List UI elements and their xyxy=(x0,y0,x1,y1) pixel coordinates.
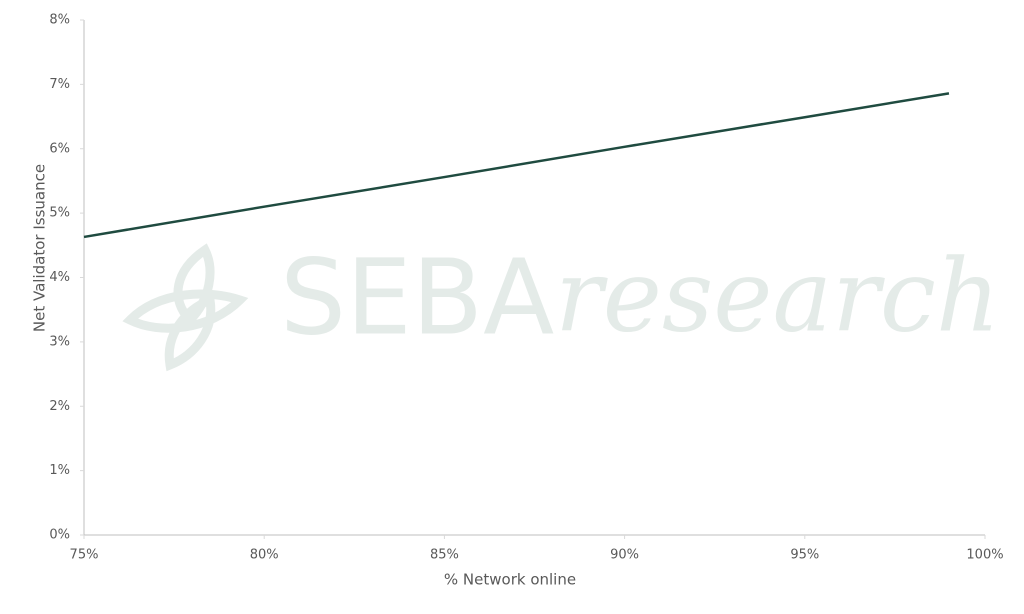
x-tick-label: 75% xyxy=(70,548,99,563)
x-tick-label: 90% xyxy=(610,548,639,563)
x-axis-title: % Network online xyxy=(444,571,576,589)
watermark-logo xyxy=(122,243,249,372)
y-tick-label: 0% xyxy=(49,528,70,543)
y-axis-title: Net Validator Issuance xyxy=(31,164,49,332)
y-tick-label: 2% xyxy=(49,399,70,414)
line xyxy=(83,92,950,239)
x-tick-label: 85% xyxy=(430,548,459,563)
watermark-brand: SEBA xyxy=(280,236,554,358)
y-tick-label: 5% xyxy=(49,206,70,221)
watermark-word: research xyxy=(555,238,1000,355)
x-tick-label: 80% xyxy=(250,548,279,563)
y-tick-label: 7% xyxy=(49,77,70,92)
x-tick-label: 100% xyxy=(966,548,1003,563)
y-tick-label: 1% xyxy=(49,463,70,478)
y-tick-label: 4% xyxy=(49,270,70,285)
y-tick-label: 3% xyxy=(49,334,70,349)
y-tick-label: 6% xyxy=(49,141,70,156)
x-tick-label: 95% xyxy=(790,548,819,563)
y-tick-label: 8% xyxy=(49,13,70,28)
